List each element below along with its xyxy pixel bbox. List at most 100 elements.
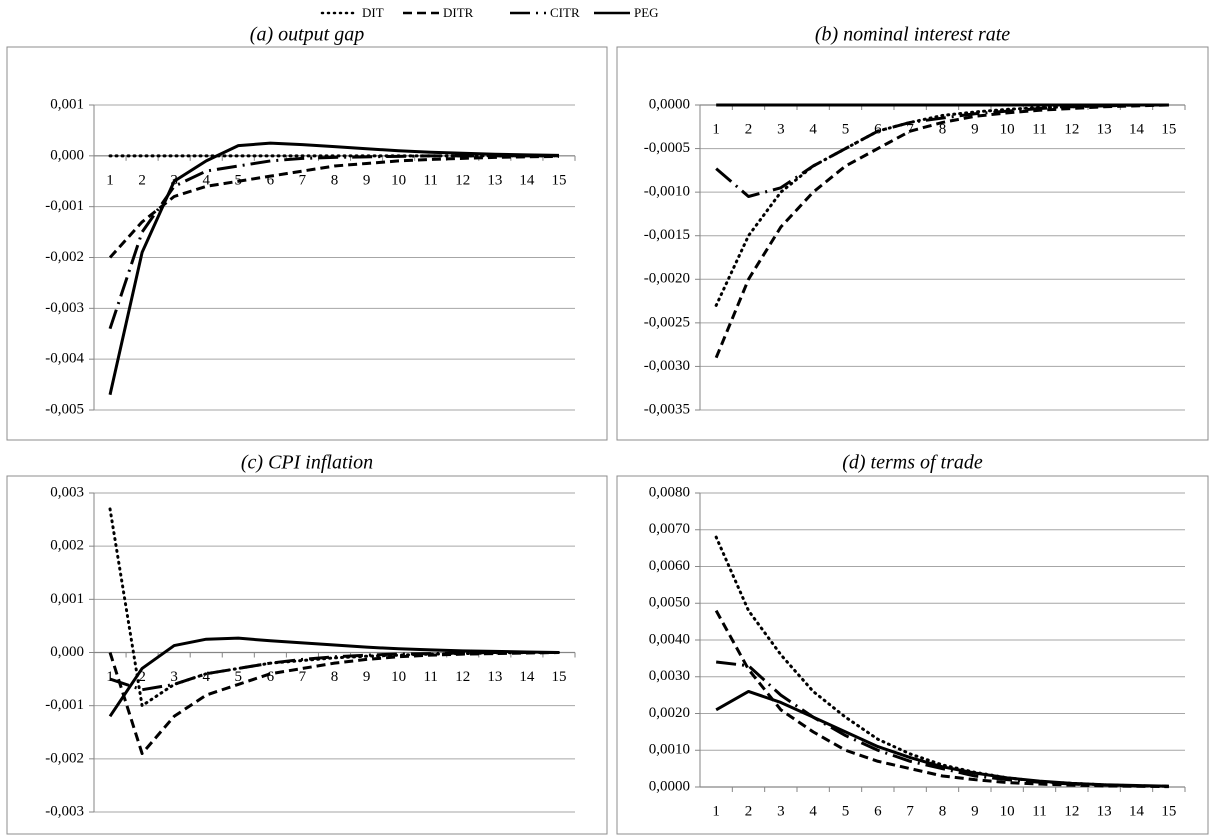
legend-label: DIT: [362, 5, 384, 20]
x-tick-label: 10: [1000, 121, 1015, 137]
panel-frame: [616, 475, 1209, 835]
x-tick-label: 10: [1000, 803, 1015, 819]
series-line: DITR: [108, 651, 559, 756]
panel-title: (b) nominal interest rate: [815, 24, 1010, 46]
x-tick-label: 12: [455, 172, 470, 188]
x-tick-label: 8: [939, 121, 947, 137]
x-tick-label: 5: [842, 803, 850, 819]
y-tick-label: -0,0025: [644, 314, 690, 330]
y-tick-label: 0,000: [50, 147, 84, 163]
series-line: CITR: [715, 660, 1169, 788]
x-tick-label: 8: [939, 803, 947, 819]
x-tick-label: 11: [1032, 121, 1046, 137]
x-tick-label: 15: [551, 172, 566, 188]
y-tick-label: -0,001: [45, 198, 84, 214]
x-tick-label: 12: [455, 669, 470, 685]
x-tick-label: 6: [874, 803, 882, 819]
series-line: PEG: [108, 636, 559, 718]
y-tick-label: -0,001: [45, 697, 84, 713]
x-tick-label: 4: [809, 803, 817, 819]
x-tick-label: 7: [299, 172, 307, 188]
x-tick-label: 7: [906, 121, 914, 137]
x-tick-label: 13: [1097, 803, 1112, 819]
y-tick-label: 0,0050: [649, 595, 690, 611]
x-tick-label: 6: [874, 121, 882, 137]
y-tick-label: -0,0035: [644, 401, 690, 417]
series-line: CITR: [715, 103, 1169, 198]
y-tick-label: 0,0080: [649, 484, 690, 500]
series-line: DITR: [714, 103, 1169, 359]
x-tick-label: 2: [745, 803, 753, 819]
x-tick-label: 6: [267, 669, 275, 685]
y-tick-label: 0,0010: [649, 742, 690, 758]
y-tick-label: -0,003: [45, 300, 84, 316]
panel-frame: [6, 46, 608, 441]
x-tick-label: 6: [267, 172, 275, 188]
panel-title: (c) CPI inflation: [241, 452, 373, 474]
x-tick-label: 8: [331, 172, 339, 188]
y-tick-label: -0,002: [45, 750, 84, 766]
x-tick-label: 12: [1064, 121, 1079, 137]
x-tick-label: 4: [202, 669, 210, 685]
x-tick-label: 8: [331, 669, 339, 685]
x-tick-label: 10: [391, 669, 406, 685]
x-tick-label: 3: [777, 803, 785, 819]
y-tick-label: 0,0040: [649, 631, 690, 647]
x-tick-label: 9: [363, 172, 371, 188]
x-tick-label: 5: [842, 121, 850, 137]
y-tick-label: 0,0070: [649, 521, 690, 537]
y-tick-label: -0,0020: [644, 271, 690, 287]
x-tick-label: 13: [487, 172, 502, 188]
x-tick-label: 13: [1097, 121, 1112, 137]
x-tick-label: 11: [1032, 803, 1046, 819]
y-tick-label: 0,000: [50, 644, 84, 660]
x-tick-label: 9: [971, 803, 979, 819]
x-tick-label: 3: [170, 669, 178, 685]
x-tick-label: 4: [809, 121, 817, 137]
x-tick-label: 12: [1064, 803, 1079, 819]
y-tick-label: 0,001: [50, 591, 84, 607]
x-tick-label: 2: [138, 172, 146, 188]
x-tick-label: 10: [391, 172, 406, 188]
y-tick-label: 0,0000: [649, 96, 690, 112]
x-tick-label: 2: [745, 121, 753, 137]
x-tick-label: 15: [1161, 803, 1176, 819]
panel-title: (d) terms of trade: [842, 452, 983, 474]
x-tick-label: 14: [519, 172, 535, 188]
x-tick-label: 11: [423, 669, 437, 685]
y-tick-label: 0,002: [50, 538, 84, 554]
x-tick-label: 9: [971, 121, 979, 137]
legend-label: PEG: [634, 5, 659, 20]
y-tick-label: 0,001: [50, 96, 84, 112]
y-tick-label: -0,005: [45, 401, 84, 417]
x-tick-label: 11: [423, 172, 437, 188]
x-tick-label: 7: [906, 803, 914, 819]
legend-label: DITR: [443, 5, 474, 20]
x-tick-label: 15: [551, 669, 566, 685]
series-line: PEG: [108, 141, 559, 396]
x-tick-label: 1: [712, 121, 720, 137]
y-tick-label: -0,0010: [644, 184, 690, 200]
x-tick-label: 14: [1129, 803, 1145, 819]
x-tick-label: 1: [712, 803, 720, 819]
y-tick-label: 0,003: [50, 484, 84, 500]
x-tick-label: 5: [235, 669, 243, 685]
series-line: DITR: [108, 154, 559, 259]
x-tick-label: 4: [202, 172, 210, 188]
y-tick-label: 0,0030: [649, 668, 690, 684]
x-tick-label: 1: [106, 669, 114, 685]
x-tick-label: 9: [363, 669, 371, 685]
y-tick-label: -0,0005: [644, 140, 690, 156]
y-tick-label: -0,002: [45, 249, 84, 265]
x-tick-label: 14: [1129, 121, 1145, 137]
y-tick-label: -0,004: [45, 351, 84, 367]
y-tick-label: -0,0015: [644, 227, 690, 243]
x-tick-label: 3: [777, 121, 785, 137]
legend-label: CITR: [550, 5, 580, 20]
x-tick-label: 13: [487, 669, 502, 685]
y-tick-label: 0,0000: [649, 778, 690, 794]
x-tick-label: 1: [106, 172, 114, 188]
series-line: DITR: [714, 609, 1169, 789]
panel-title: (a) output gap: [250, 24, 364, 46]
